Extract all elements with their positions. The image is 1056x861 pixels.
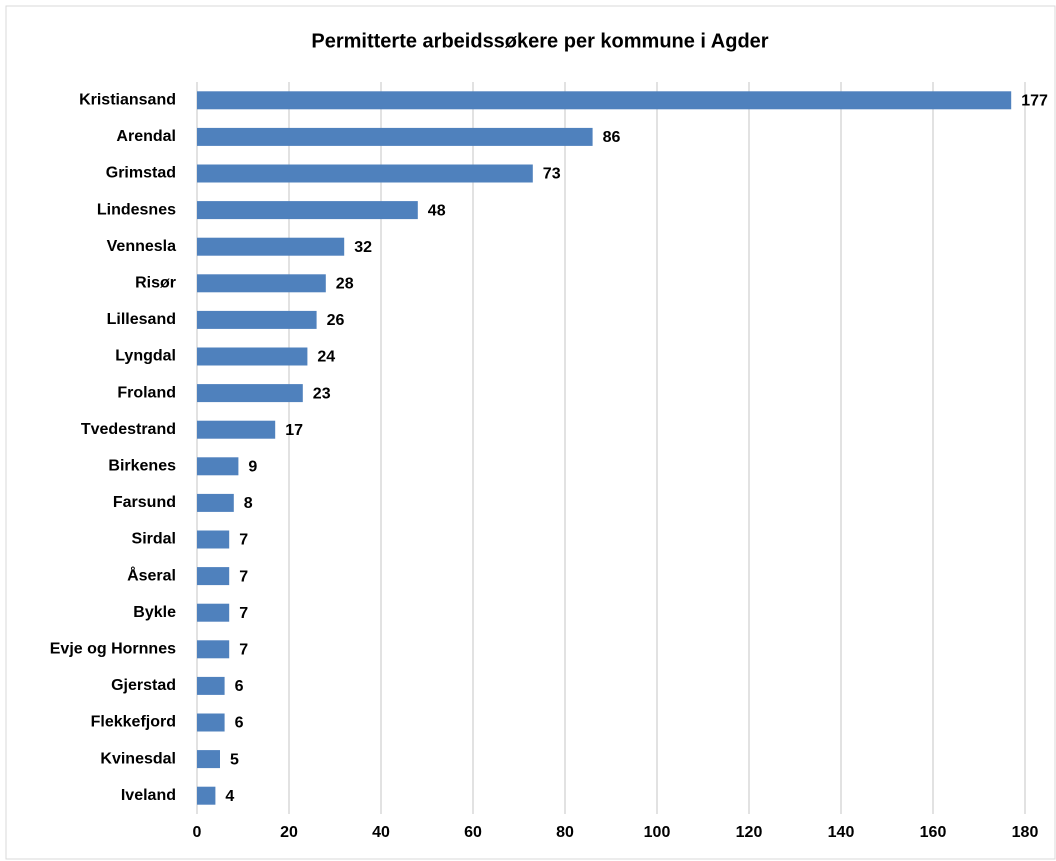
bar [197,164,533,183]
value-label: 7 [239,605,248,622]
value-label: 8 [244,495,253,512]
y-tick-label: Risør [135,275,176,292]
value-label: 5 [230,751,239,768]
x-tick-label: 180 [1012,824,1039,841]
bar [197,750,220,769]
y-tick-label: Bykle [133,604,176,621]
value-label: 26 [327,312,345,329]
bar [197,640,230,659]
x-tick-label: 80 [556,824,574,841]
bar [197,347,308,366]
value-label: 28 [336,276,354,293]
value-label: 23 [313,385,331,402]
x-tick-label: 40 [372,824,390,841]
x-tick-label: 160 [920,824,947,841]
y-tick-label: Vennesla [107,238,176,255]
value-label: 7 [239,568,248,585]
y-tick-label: Birkenes [108,458,176,475]
y-tick-label: Gjerstad [111,677,176,694]
value-label: 73 [543,166,561,183]
value-label: 177 [1021,93,1048,110]
value-label: 17 [285,422,303,439]
y-tick-label: Arendal [116,128,176,145]
y-tick-label: Farsund [113,494,176,511]
y-tick-label: Sirdal [132,531,176,548]
value-label: 7 [239,642,248,659]
x-tick-label: 0 [193,824,202,841]
value-label: 32 [354,239,372,256]
y-tick-label: Flekkefjord [91,714,176,731]
y-tick-label: Kvinesdal [100,750,176,767]
chart-title: Permitterte arbeidssøkere per kommune i … [311,30,768,52]
value-label: 48 [428,202,446,219]
bar [197,310,317,329]
y-tick-label: Åseral [127,565,176,584]
bar [197,786,216,805]
bar [197,603,230,622]
y-tick-label: Lillesand [107,311,176,328]
value-label: 6 [235,715,244,732]
y-tick-label: Grimstad [106,165,176,182]
chart-border [5,5,1056,860]
bar [197,676,225,695]
y-tick-label: Lyngdal [115,348,176,365]
value-label: 9 [248,459,257,476]
value-label: 7 [239,532,248,549]
value-label: 4 [225,788,234,805]
y-tick-label: Iveland [121,787,176,804]
bar [197,237,345,256]
bar [197,493,234,512]
bar [197,457,239,476]
y-tick-label: Tvedestrand [81,421,176,438]
x-tick-label: 120 [736,824,763,841]
bar [197,274,326,293]
y-tick-label: Kristiansand [79,92,176,109]
x-tick-label: 20 [280,824,298,841]
bar [197,713,225,732]
y-tick-label: Froland [117,384,176,401]
value-label: 86 [603,129,621,146]
value-label: 6 [235,678,244,695]
x-tick-label: 140 [828,824,855,841]
bar [197,530,230,549]
x-tick-label: 100 [644,824,671,841]
y-tick-label: Lindesnes [97,201,176,218]
bar [197,127,593,146]
x-tick-label: 60 [464,824,482,841]
bar [197,420,276,439]
bar [197,201,418,220]
bar [197,384,303,403]
value-label: 24 [317,349,335,366]
bar [197,567,230,586]
bar [197,91,1012,110]
y-tick-label: Evje og Hornnes [50,641,176,658]
